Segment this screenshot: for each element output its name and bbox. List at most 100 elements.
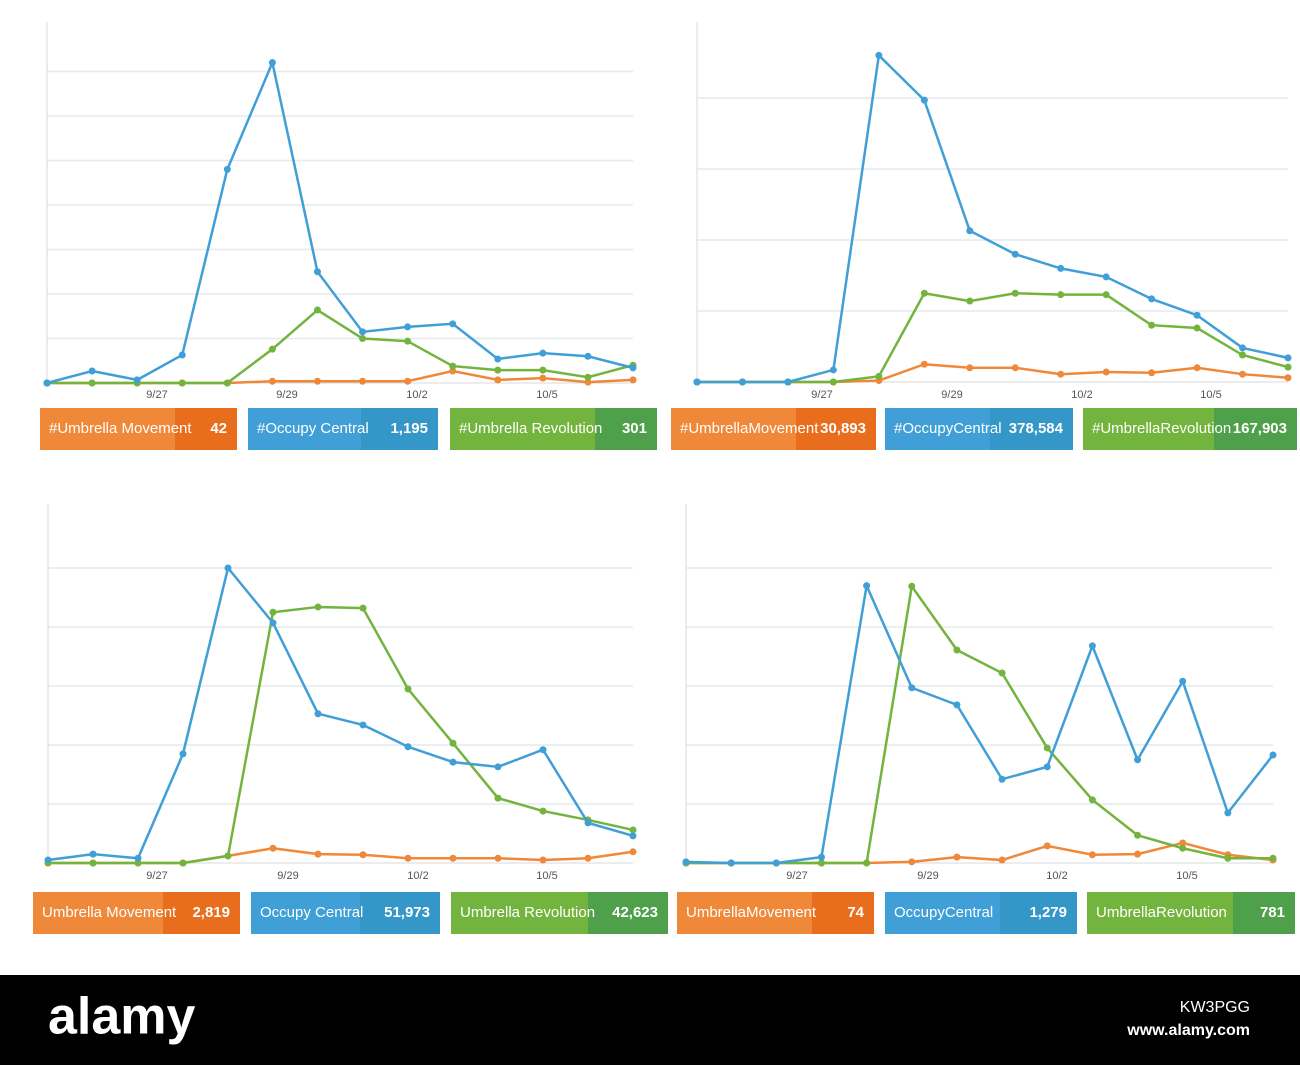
data-point [449,362,457,370]
legend-name: Occupy Central [260,904,363,921]
legend-value: 301 [622,420,647,437]
data-point [629,832,637,840]
data-point [313,377,321,385]
chart: 9/27 9/29 10/2 10/5#UmbrellaMovement 30,893 #… [671,22,1297,450]
legend-badge: #UmbrellaRevolution 167,903 [1083,408,1297,450]
data-point [494,763,502,771]
data-point [817,853,825,861]
x-tick-label: 9/29 [276,389,297,401]
data-point [314,850,322,858]
data-point [875,51,883,59]
data-point [494,854,502,862]
legend-value-box [163,892,240,934]
legend-badge: Umbrella Revolution 42,623 [451,892,668,934]
data-point [829,366,837,374]
data-point [1239,344,1247,352]
data-point [966,227,974,235]
legend-name-box [671,408,796,450]
legend-badge: UmbrellaMovement 74 [677,892,874,934]
legend-value: 167,903 [1233,420,1287,437]
data-point [1011,289,1019,297]
data-point [404,323,412,331]
data-point [1239,351,1247,359]
legend-name: Umbrella Revolution [460,904,595,921]
data-point [539,349,547,357]
x-tick-label: 9/29 [277,870,298,882]
data-point [584,352,592,360]
legend-name-box [248,408,361,450]
data-point [1011,364,1019,372]
x-tick-label: 9/27 [146,870,167,882]
data-point [449,367,457,375]
data-point [494,376,502,384]
legend-name-box [251,892,360,934]
data-point [449,320,457,328]
watermark-brand: alamy [48,988,196,1046]
data-point [494,366,502,374]
data-point [179,859,187,867]
legend-name-box [885,892,1000,934]
legend-name: #UmbrellaRevolution [1092,420,1231,437]
data-point [863,859,871,867]
legend-name: UmbrellaMovement [686,904,817,921]
data-point [1088,851,1096,859]
data-point [178,351,186,359]
data-point [784,378,792,386]
data-point [1057,264,1065,272]
data-point [738,378,746,386]
data-point [1148,295,1156,303]
data-point [1134,831,1142,839]
data-point [966,297,974,305]
data-point [584,378,592,386]
legend-value-box [595,408,657,450]
data-point [1102,291,1110,299]
data-point [1193,311,1201,319]
data-point [539,746,547,754]
legend-value-box [361,408,438,450]
data-point [134,854,142,862]
legend-badge: #Umbrella Movement 42 [40,408,237,450]
data-point [359,604,367,612]
data-point [682,858,690,866]
data-point [1179,844,1187,852]
x-tick-label: 9/27 [811,389,832,401]
data-point [359,851,367,859]
legend-badge: OccupyCentral 1,279 [885,892,1077,934]
data-point [1057,370,1065,378]
data-point [953,701,961,709]
x-tick-label: 10/2 [1046,870,1067,882]
data-point [1269,751,1277,759]
watermark-band [0,975,1300,1065]
data-point [920,289,928,297]
legend-value-box [796,408,876,450]
data-point [268,377,276,385]
legend-name-box [40,408,175,450]
data-point [314,710,322,718]
data-point [1284,363,1292,371]
legend-name-box [885,408,990,450]
legend-badge: UmbrellaRevolution 781 [1087,892,1295,934]
data-point [727,859,735,867]
x-tick-label: 9/29 [941,389,962,401]
data-point [629,826,637,834]
legend-badge: #Occupy Central 1,195 [248,408,438,450]
data-point [1193,324,1201,332]
data-point [269,844,277,852]
data-point [269,608,277,616]
data-point [44,856,52,864]
x-tick-label: 9/27 [786,870,807,882]
data-point [1057,291,1065,299]
x-tick-label: 9/29 [917,870,938,882]
legend-badge: Occupy Central 51,973 [251,892,440,934]
series-line [48,605,634,865]
legend-badge: #OccupyCentral 378,584 [885,408,1073,450]
x-tick-label: 10/2 [407,870,428,882]
chart: 9/27 9/29 10/2 10/5 #Umbrella Movement 42 #Occ… [40,22,657,450]
legend-name: #Umbrella Revolution [459,420,602,437]
data-point [268,59,276,67]
data-point [89,859,97,867]
data-point [908,684,916,692]
legend-name-box [451,892,588,934]
data-point [223,379,231,387]
chart: 9/27 9/29 10/2 10/5 Umbrella Movement 2,819 Oc… [33,504,668,934]
